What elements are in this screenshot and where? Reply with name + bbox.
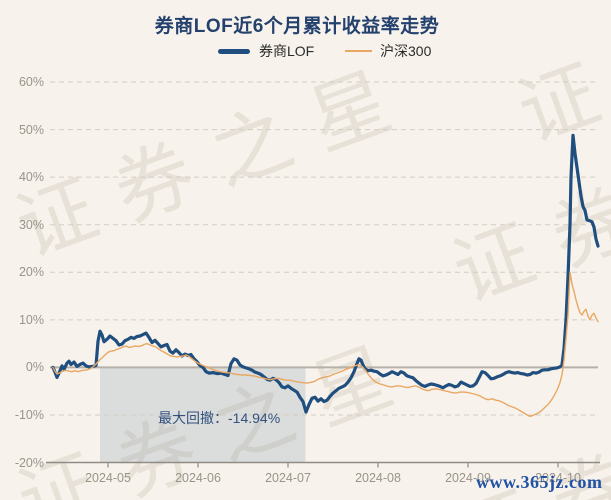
- y-axis-label: 60%: [18, 75, 44, 89]
- legend: 券商LOF 沪深300: [0, 42, 611, 60]
- line-swatch-icon: [218, 48, 250, 54]
- y-axis-label: -20%: [14, 455, 44, 470]
- y-axis-label: 10%: [18, 312, 44, 327]
- site-watermark-link[interactable]: www.365jz.com: [476, 472, 603, 492]
- y-axis-label: 30%: [18, 217, 44, 232]
- x-axis-label: 2024-09: [445, 471, 491, 485]
- y-axis-label: -10%: [14, 407, 44, 422]
- legend-item-benchmark: 沪深300: [345, 42, 431, 60]
- y-axis-label: 20%: [18, 265, 44, 280]
- x-axis-label: 2024-08: [355, 471, 401, 485]
- x-axis-label: 2024-06: [175, 471, 221, 485]
- line-swatch-icon: [345, 50, 372, 52]
- chart-title: 券商LOF近6个月累计收益率走势: [154, 16, 440, 37]
- y-axis-label: 0%: [25, 360, 44, 375]
- x-axis-label: 2024-10: [535, 471, 581, 485]
- y-axis-label: 40%: [18, 170, 44, 185]
- x-axis-label: 2024-05: [85, 471, 131, 485]
- legend-label: 沪深300: [380, 43, 432, 59]
- legend-label: 券商LOF: [259, 43, 315, 59]
- max-drawdown-annotation: 最大回撤：-14.94%: [158, 410, 281, 426]
- legend-item-main: 券商LOF: [218, 42, 314, 60]
- series-line-benchmark: [52, 271, 599, 418]
- y-axis-label: 50%: [18, 122, 44, 137]
- series-line-main: [51, 133, 600, 414]
- x-axis-label: 2024-07: [265, 471, 311, 485]
